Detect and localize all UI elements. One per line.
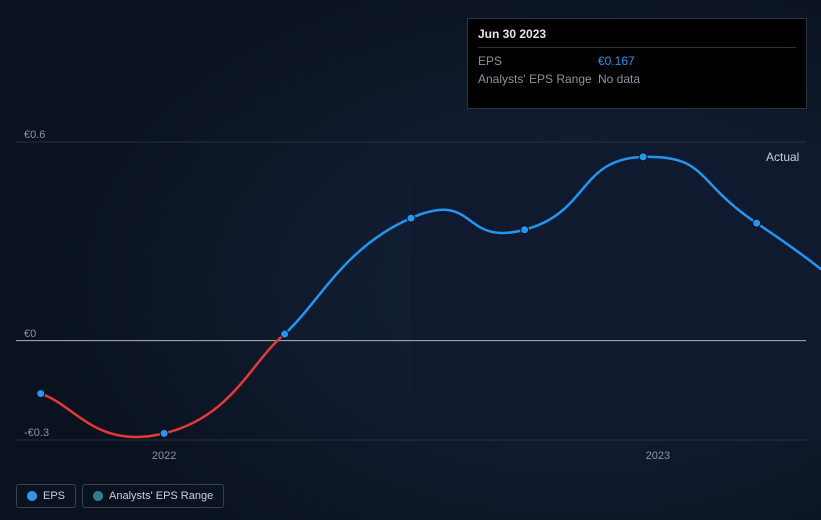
legend-swatch [27, 491, 37, 501]
y-axis-tick-label: €0.6 [24, 129, 45, 141]
legend-label: Analysts' EPS Range [109, 490, 213, 502]
tooltip-label: Analysts' EPS Range [478, 72, 598, 86]
tooltip-value: €0.167 [598, 54, 635, 68]
legend-swatch [93, 491, 103, 501]
tooltip-value: No data [598, 72, 640, 86]
x-axis-tick-label: 2023 [646, 450, 670, 462]
legend-item-eps[interactable]: EPS [16, 484, 76, 508]
chart-legend: EPS Analysts' EPS Range [16, 484, 224, 508]
tooltip-row-range: Analysts' EPS Range No data [478, 70, 796, 88]
actual-region-label: Actual [766, 150, 799, 164]
eps-chart-container: { "chart": { "type": "line", "width": 82… [0, 0, 821, 520]
chart-tooltip: Jun 30 2023 EPS €0.167 Analysts' EPS Ran… [467, 18, 807, 109]
legend-label: EPS [43, 490, 65, 502]
tooltip-label: EPS [478, 54, 598, 68]
tooltip-date: Jun 30 2023 [478, 27, 796, 48]
legend-item-range[interactable]: Analysts' EPS Range [82, 484, 224, 508]
x-axis-tick-label: 2022 [152, 450, 176, 462]
tooltip-row-eps: EPS €0.167 [478, 52, 796, 70]
y-axis-tick-label: -€0.3 [24, 427, 49, 439]
y-axis-tick-label: €0 [24, 327, 36, 339]
